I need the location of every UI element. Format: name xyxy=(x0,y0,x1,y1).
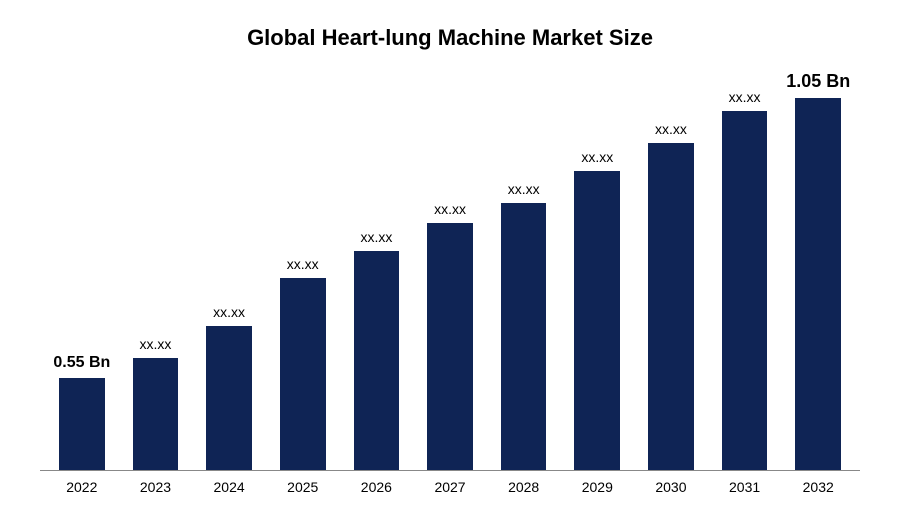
bar-value-label: xx.xx xyxy=(581,149,613,165)
bar xyxy=(574,171,620,470)
x-axis-label: 2027 xyxy=(413,479,487,495)
bar xyxy=(354,251,400,470)
bar xyxy=(206,326,252,470)
bar xyxy=(795,98,841,470)
bar xyxy=(427,223,473,470)
x-axis-label: 2026 xyxy=(340,479,414,495)
bar xyxy=(648,143,694,470)
bar xyxy=(501,203,547,470)
bar-value-label: xx.xx xyxy=(508,181,540,197)
bar-group: xx.xx xyxy=(340,71,414,470)
bar-value-label: 1.05 Bn xyxy=(786,71,850,92)
bar-group: 0.55 Bn xyxy=(45,71,119,470)
x-axis-label: 2023 xyxy=(119,479,193,495)
bar-group: xx.xx xyxy=(119,71,193,470)
bar-value-label: xx.xx xyxy=(729,89,761,105)
bar xyxy=(59,378,105,470)
bar-value-label: xx.xx xyxy=(287,256,319,272)
bar-group: xx.xx xyxy=(266,71,340,470)
bar xyxy=(133,358,179,470)
chart-container: Global Heart-lung Machine Market Size 0.… xyxy=(0,0,900,525)
bar-group: xx.xx xyxy=(413,71,487,470)
bar-value-label: xx.xx xyxy=(213,304,245,320)
bar xyxy=(722,111,768,470)
bar-group: xx.xx xyxy=(708,71,782,470)
bar-value-label: xx.xx xyxy=(434,201,466,217)
chart-title: Global Heart-lung Machine Market Size xyxy=(40,25,860,51)
bar-group: xx.xx xyxy=(487,71,561,470)
x-axis-label: 2030 xyxy=(634,479,708,495)
bar-value-label: xx.xx xyxy=(140,336,172,352)
x-axis-label: 2025 xyxy=(266,479,340,495)
x-axis-label: 2032 xyxy=(781,479,855,495)
x-axis-label: 2028 xyxy=(487,479,561,495)
x-axis-label: 2031 xyxy=(708,479,782,495)
x-axis: 2022 2023 2024 2025 2026 2027 2028 2029 … xyxy=(40,471,860,495)
x-axis-label: 2029 xyxy=(560,479,634,495)
bar-value-label: xx.xx xyxy=(655,121,687,137)
bar-value-label: xx.xx xyxy=(360,229,392,245)
bar-group: xx.xx xyxy=(634,71,708,470)
x-axis-label: 2022 xyxy=(45,479,119,495)
bar xyxy=(280,278,326,470)
bar-group: xx.xx xyxy=(560,71,634,470)
bar-group: xx.xx xyxy=(192,71,266,470)
bar-group: 1.05 Bn xyxy=(781,71,855,470)
plot-area: 0.55 Bn xx.xx xx.xx xx.xx xx.xx xx.xx xx… xyxy=(40,71,860,471)
bar-value-label: 0.55 Bn xyxy=(53,354,110,372)
x-axis-label: 2024 xyxy=(192,479,266,495)
